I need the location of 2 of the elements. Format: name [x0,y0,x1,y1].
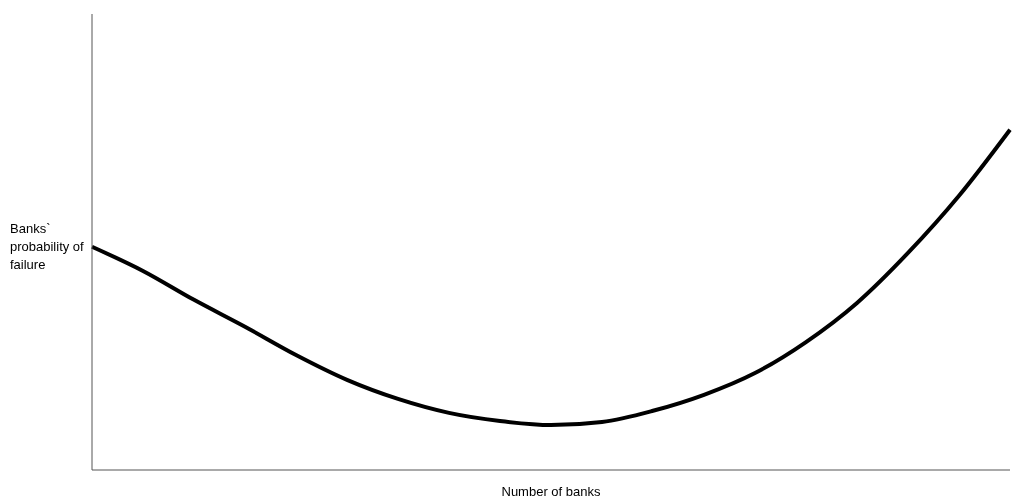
x-axis-title: Number of banks [500,484,602,499]
y-axis-title: Banks` probability of failure [10,220,85,274]
